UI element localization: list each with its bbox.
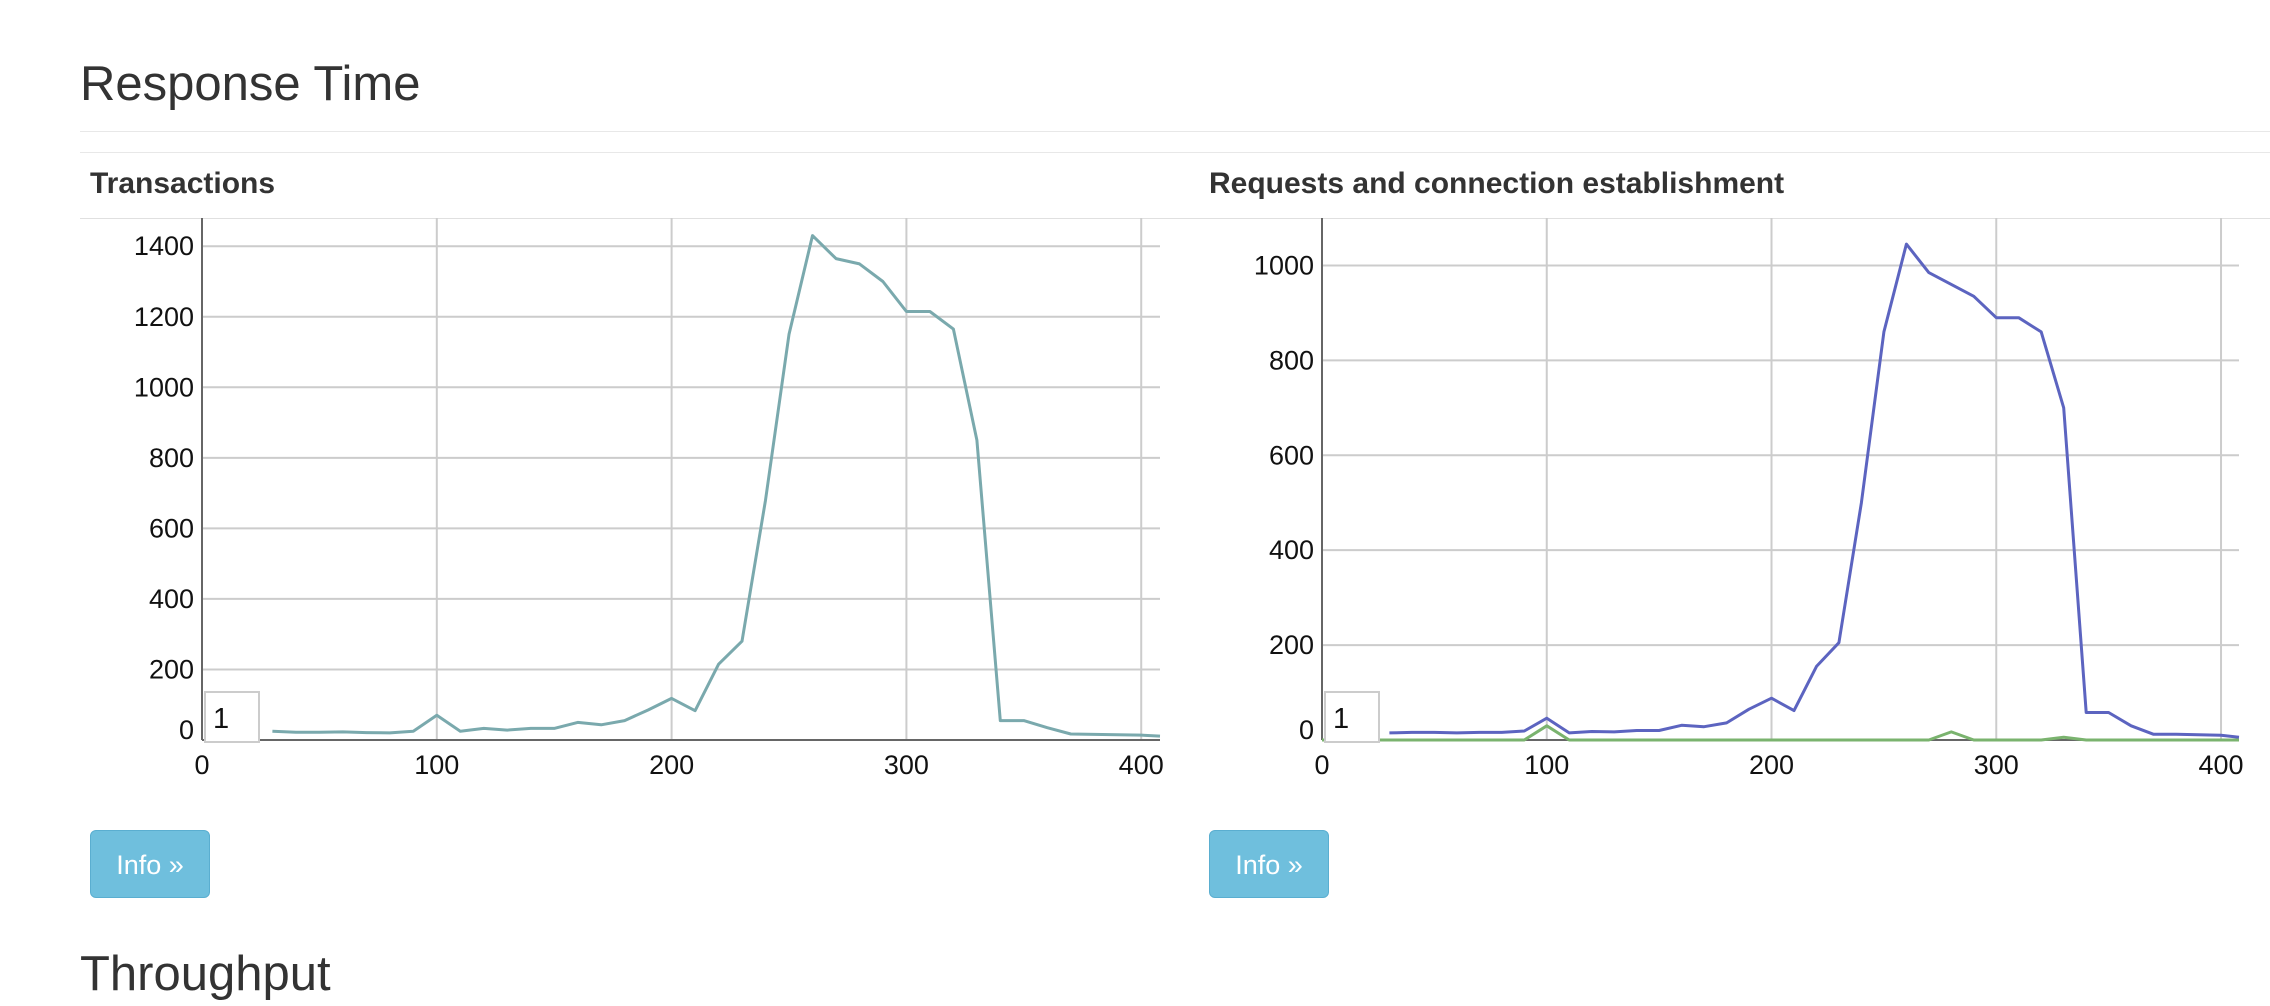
x-tick-label: 200 — [649, 750, 694, 780]
panel-divider — [1199, 218, 2270, 219]
x-tick-label: 100 — [414, 750, 459, 780]
y-tick-label: 1200 — [134, 302, 194, 332]
panel-divider — [80, 218, 1199, 219]
page-title: Response Time — [80, 57, 421, 111]
zoom-level-value: 1 — [1333, 703, 1349, 735]
requests-panel: Requests and connection establishment 0 2… — [1199, 152, 2270, 912]
y-tick-label: 0 — [1299, 715, 1314, 745]
heading-divider — [80, 131, 2270, 132]
series-line-0 — [1389, 242, 2240, 739]
y-tick-label: 1400 — [134, 231, 194, 261]
heading-divider — [80, 152, 2270, 153]
y-tick-label: 200 — [1269, 630, 1314, 660]
y-tick-label: 600 — [1269, 440, 1314, 470]
y-tick-label: 800 — [149, 443, 194, 473]
zoom-level-box[interactable] — [1324, 691, 1380, 743]
y-tick-label: 1000 — [1254, 250, 1314, 280]
panel-title: Transactions — [90, 167, 276, 200]
y-tick-label: 400 — [1269, 535, 1314, 565]
requests-chart[interactable]: 0 200 400 600 800 1000 0 100 200 300 400 1 — [1199, 218, 2270, 780]
x-tick-label: 0 — [194, 750, 209, 780]
x-tick-label: 200 — [1749, 750, 1794, 780]
zoom-level-value: 1 — [213, 703, 229, 735]
y-tick-label: 600 — [149, 513, 194, 543]
x-tick-label: 300 — [1974, 750, 2019, 780]
panel-title: Requests and connection establishment — [1209, 167, 1785, 200]
y-tick-label: 400 — [149, 584, 194, 614]
transactions-panel: Transactions 0 200 400 600 800 1000 1200 1400 0 1… — [80, 152, 1199, 912]
transactions-chart[interactable]: 0 200 400 600 800 1000 1200 1400 0 100 200 300 400 1 — [80, 218, 1199, 780]
series-line-1 — [1322, 724, 2239, 742]
x-tick-label: 400 — [1119, 750, 1164, 780]
zoom-level-box[interactable] — [204, 691, 260, 743]
info-button[interactable]: Info » — [1209, 830, 1329, 898]
x-tick-label: 300 — [884, 750, 929, 780]
x-tick-label: 400 — [2198, 750, 2243, 780]
y-tick-label: 200 — [149, 654, 194, 684]
series-line-0 — [272, 234, 1161, 738]
y-tick-label: 1000 — [134, 372, 194, 402]
y-tick-label: 800 — [1269, 345, 1314, 375]
section-title-throughput: Throughput — [80, 947, 331, 1001]
info-button[interactable]: Info » — [90, 830, 210, 898]
y-tick-label: 0 — [179, 715, 194, 745]
x-tick-label: 0 — [1314, 750, 1329, 780]
x-tick-label: 100 — [1524, 750, 1569, 780]
